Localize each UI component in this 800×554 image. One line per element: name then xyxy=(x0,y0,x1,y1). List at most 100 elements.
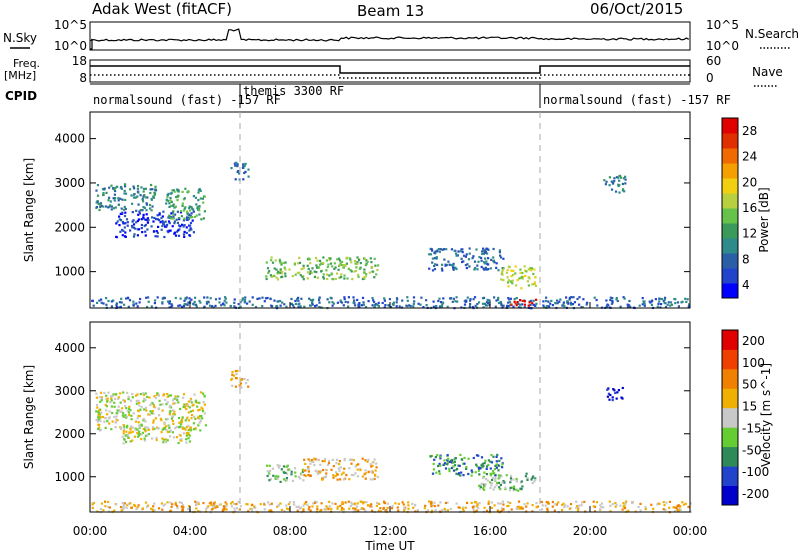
range-gate-cell xyxy=(288,268,291,271)
range-gate-cell xyxy=(175,218,178,221)
range-gate-cell xyxy=(371,461,374,464)
range-gate-cell xyxy=(127,395,130,398)
range-gate-cell xyxy=(354,507,357,510)
range-gate-cell xyxy=(353,259,357,263)
xtick-label: 20:00 xyxy=(573,524,608,538)
range-gate-cell xyxy=(322,273,325,276)
range-gate-cell xyxy=(524,274,527,277)
range-gate-cell xyxy=(436,249,439,252)
range-gate-cell xyxy=(142,400,145,403)
range-gate-cell xyxy=(189,426,192,429)
range-gate-cell xyxy=(99,416,102,419)
range-gate-cell xyxy=(521,299,524,303)
range-gate-cell xyxy=(610,188,614,191)
range-gate-cell xyxy=(375,504,378,507)
range-gate-cell xyxy=(435,256,438,259)
range-gate-cell xyxy=(512,273,515,276)
range-gate-cell xyxy=(556,299,559,302)
xtick-label: 12:00 xyxy=(373,524,408,538)
range-gate-cell xyxy=(377,509,380,512)
range-gate-cell xyxy=(100,411,103,414)
range-gate-cell xyxy=(126,391,129,394)
range-gate-cell xyxy=(501,500,504,503)
range-gate-cell xyxy=(171,225,174,228)
range-gate-cell xyxy=(132,223,136,226)
range-gate-cell xyxy=(475,509,478,512)
range-gate-cell xyxy=(291,275,294,278)
range-gate-cell xyxy=(203,403,206,406)
range-gate-cell xyxy=(103,420,106,423)
range-gate-cell xyxy=(146,305,149,309)
range-gate-cell xyxy=(497,269,500,272)
range-gate-cell xyxy=(116,419,119,422)
range-gate-cell xyxy=(480,256,483,260)
range-gate-cell xyxy=(476,303,479,306)
range-gate-cell xyxy=(486,268,489,271)
range-gate-cell xyxy=(231,500,234,504)
range-gate-cell xyxy=(197,424,200,427)
range-gate-cell xyxy=(130,194,133,197)
range-gate-cell xyxy=(504,486,507,489)
range-gate-cell xyxy=(356,261,359,264)
range-gate-cell xyxy=(294,299,297,302)
range-gate-cell xyxy=(521,271,524,275)
range-gate-cell xyxy=(430,454,433,457)
range-gate-cell xyxy=(131,224,134,228)
range-gate-cell xyxy=(681,501,684,504)
range-gate-cell xyxy=(342,471,345,474)
range-gate-cell xyxy=(484,459,487,462)
range-gate-cell xyxy=(501,466,504,469)
range-gate-cell xyxy=(195,501,198,504)
colorbar-tick-label: -200 xyxy=(742,487,769,501)
range-gate-cell xyxy=(549,302,552,305)
range-gate-cell xyxy=(486,252,489,255)
range-gate-cell xyxy=(432,305,435,308)
range-gate-cell xyxy=(127,398,130,401)
range-gate-cell xyxy=(452,268,455,271)
range-gate-cell xyxy=(401,299,404,302)
range-gate-cell xyxy=(332,278,335,281)
range-gate-cell xyxy=(527,284,530,287)
range-gate-cell xyxy=(446,454,449,457)
range-gate-cell xyxy=(340,273,343,276)
range-gate-cell xyxy=(487,459,490,462)
range-gate-cell xyxy=(668,500,672,503)
range-gate-cell xyxy=(150,183,153,187)
range-gate-cell xyxy=(343,478,346,481)
range-gate-cell xyxy=(446,509,449,512)
range-gate-cell xyxy=(119,212,122,215)
range-gate-cell xyxy=(315,271,318,274)
range-gate-cell xyxy=(96,406,99,409)
range-gate-cell xyxy=(196,405,199,408)
range-gate-cell xyxy=(438,250,441,253)
range-gate-cell xyxy=(198,401,201,404)
range-gate-cell xyxy=(519,268,522,271)
range-gate-cell xyxy=(185,403,188,406)
range-gate-cell xyxy=(300,297,303,300)
range-gate-cell xyxy=(187,419,190,422)
range-gate-cell xyxy=(495,460,498,463)
range-gate-cell xyxy=(468,265,471,268)
range-gate-cell xyxy=(363,271,366,274)
range-gate-cell xyxy=(463,303,467,306)
range-gate-cell xyxy=(98,423,101,427)
range-gate-cell xyxy=(348,467,351,470)
range-gate-cell xyxy=(272,474,275,477)
range-gate-cell xyxy=(493,296,496,299)
range-gate-cell xyxy=(246,378,249,382)
range-gate-cell xyxy=(604,183,607,186)
range-gate-cell xyxy=(113,188,116,191)
range-gate-cell xyxy=(343,296,346,299)
range-gate-cell xyxy=(473,268,476,271)
range-gate-cell xyxy=(510,508,513,511)
range-gate-cell xyxy=(99,391,103,394)
range-gate-cell xyxy=(617,176,620,179)
range-gate-cell xyxy=(276,464,279,467)
range-gate-cell xyxy=(366,460,369,463)
range-gate-cell xyxy=(97,413,100,416)
range-gate-cell xyxy=(370,503,373,506)
range-gate-cell xyxy=(126,410,129,413)
range-gate-cell xyxy=(313,500,317,503)
colorbar-tick-label: -50 xyxy=(742,443,762,457)
range-gate-cell xyxy=(353,502,356,505)
